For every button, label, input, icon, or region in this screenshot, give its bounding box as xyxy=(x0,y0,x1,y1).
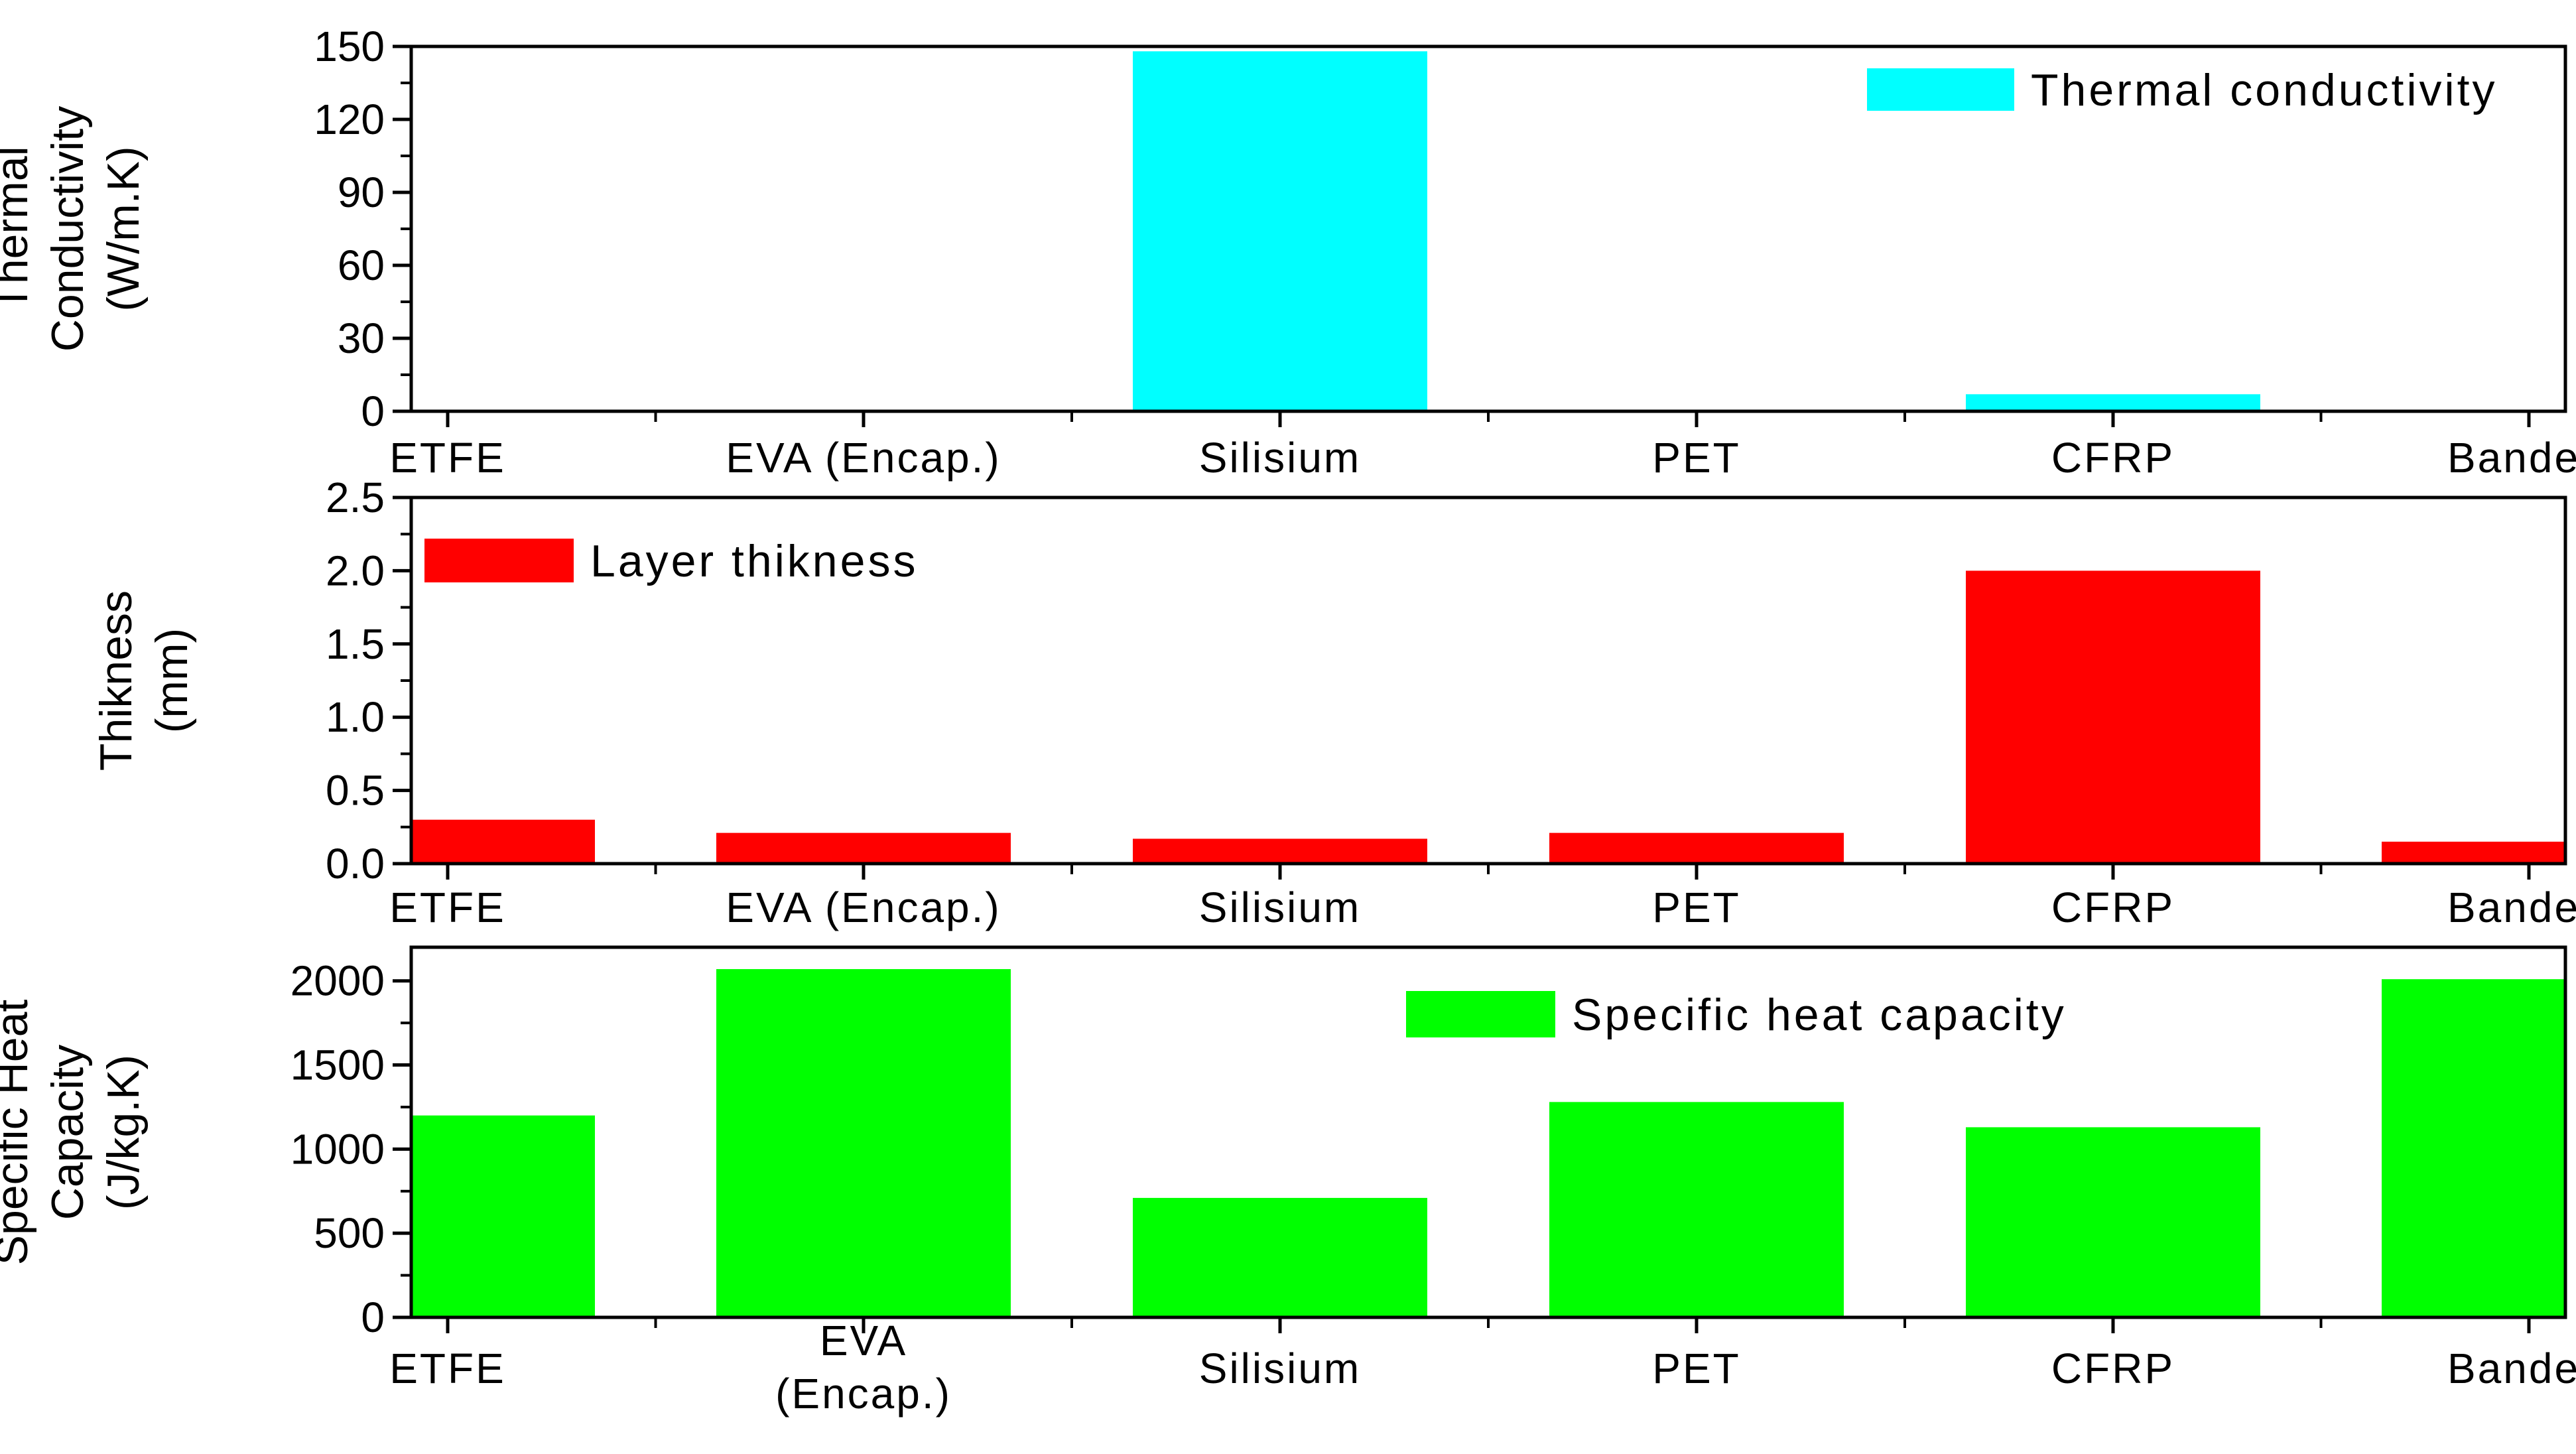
bar-bande xyxy=(2382,841,2565,864)
y-tick-label: 2000 xyxy=(290,957,385,1005)
y-axis-title: Conductivity xyxy=(42,106,93,352)
y-tick-label: 1000 xyxy=(290,1125,385,1173)
y-tick-label: 150 xyxy=(314,23,385,70)
chart-panel-2: 0.0 0.5 1.0 1.5 2.0 2.5 ETFE EVA (Encap.) Silisi… xyxy=(91,474,2576,931)
bar-eva-encap xyxy=(716,832,1011,864)
bar-cfrp xyxy=(1966,570,2260,864)
chart-panel-1: 0 30 60 90 120 150 ETFE EVA (Encap.) Silisium PET… xyxy=(0,23,2576,482)
y-tick-label: 1500 xyxy=(290,1041,385,1089)
x-tick-label: EVA xyxy=(820,1317,907,1364)
y-axis-title: Specific Heat xyxy=(0,1000,37,1266)
y-tick-label: 0.5 xyxy=(326,767,385,815)
legend-label: Layer thikness xyxy=(590,536,918,586)
bar-etfe xyxy=(411,819,595,864)
y-tick-label: 1.5 xyxy=(326,620,385,668)
y-tick-label: 2.5 xyxy=(326,474,385,521)
x-tick-label: EVA (Encap.) xyxy=(726,434,1001,482)
legend-swatch xyxy=(424,539,574,582)
y-tick-label: 30 xyxy=(338,314,385,362)
x-tick-label: CFRP xyxy=(2051,1345,2175,1392)
bar-silisium xyxy=(1133,838,1427,864)
y-tick-label: 0 xyxy=(361,387,385,435)
y-axis-title: Capacity xyxy=(42,1045,93,1221)
x-tick-label: Silisium xyxy=(1199,884,1361,931)
bar-silisium xyxy=(1133,1197,1427,1317)
y-axis-title: Thermal xyxy=(0,146,37,311)
x-tick-label: PET xyxy=(1652,434,1740,482)
y-axis-title: (W/m.K) xyxy=(98,146,149,311)
x-tick-label: EVA (Encap.) xyxy=(726,884,1001,931)
bar-group xyxy=(411,51,2565,411)
x-tick-label: CFRP xyxy=(2051,884,2175,931)
bar-eva-encap xyxy=(716,968,1011,1317)
bar-group xyxy=(411,968,2565,1317)
x-tick-label: ETFE xyxy=(389,884,506,931)
chart-panel-3: 0 500 1000 1500 2000 ETFE EVA (Encap.) Silisium P… xyxy=(0,945,2576,1418)
x-tick-label: (Encap.) xyxy=(775,1370,952,1418)
y-tick-label: 90 xyxy=(338,168,385,216)
y-tick-label: 120 xyxy=(314,96,385,143)
legend-swatch xyxy=(1406,991,1555,1037)
bar-group xyxy=(411,570,2565,864)
x-tick-label: ETFE xyxy=(389,1345,506,1392)
legend-label: Thermal conductivity xyxy=(2031,65,2498,115)
x-tick-label: PET xyxy=(1652,1345,1740,1392)
x-tick-label: Bande xyxy=(2447,1345,2576,1392)
bar-cfrp xyxy=(1966,394,2260,411)
x-tick-label: Bande xyxy=(2447,884,2576,931)
bar-silisium xyxy=(1133,51,1427,411)
bar-cfrp xyxy=(1966,1127,2260,1317)
legend-label: Specific heat capacity xyxy=(1572,990,2067,1040)
bar-pet xyxy=(1549,1102,1844,1317)
bar-bande xyxy=(2382,979,2565,1317)
y-tick-label: 0.0 xyxy=(326,840,385,888)
x-tick-label: ETFE xyxy=(389,434,506,482)
y-tick-label: 0 xyxy=(361,1293,385,1341)
y-axis-title: Thikness xyxy=(91,590,141,771)
x-tick-label: Silisium xyxy=(1199,434,1361,482)
legend-swatch xyxy=(1867,68,2014,111)
y-tick-label: 1.0 xyxy=(326,693,385,741)
y-tick-label: 2.0 xyxy=(326,547,385,594)
x-tick-label: CFRP xyxy=(2051,434,2175,482)
x-tick-label: Bande xyxy=(2447,434,2576,482)
y-tick-label: 500 xyxy=(314,1209,385,1257)
y-axis-title: (J/kg.K) xyxy=(98,1055,149,1210)
bar-etfe xyxy=(411,1115,595,1317)
y-axis-title: (mm) xyxy=(147,628,197,734)
x-tick-label: Silisium xyxy=(1199,1345,1361,1392)
y-tick-label: 60 xyxy=(338,241,385,289)
x-tick-label: PET xyxy=(1652,884,1740,931)
bar-pet xyxy=(1549,832,1844,864)
